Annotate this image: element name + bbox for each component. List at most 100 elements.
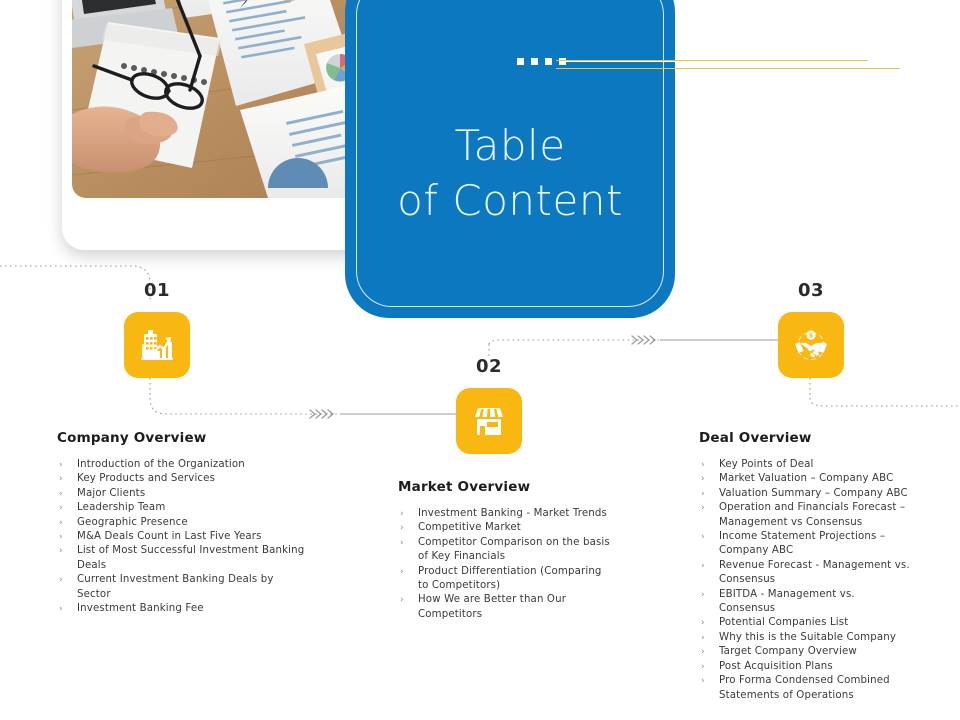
list-item-label: Market Valuation – Company ABC <box>719 473 894 485</box>
dot-3 <box>545 58 552 65</box>
list-item: › How We are Better than Our Competitors <box>398 593 613 622</box>
node-02-number: 02 <box>475 356 503 377</box>
storefront-shop-icon <box>475 408 503 435</box>
chevron-right-icon: › <box>400 509 404 519</box>
title-card-inner-outline <box>356 0 664 307</box>
chevron-right-icon: › <box>59 604 63 615</box>
list-item: › EBITDA - Management vs. Consensus <box>699 588 911 617</box>
chevron-right-icon: › <box>400 595 404 606</box>
list-item-label: Investment Banking - Market Trends <box>418 508 607 519</box>
chevron-right-icon: › <box>701 647 705 658</box>
list-item-label: Target Company Overview <box>719 646 857 658</box>
page-title: Table of Content <box>345 118 675 229</box>
list-item-label: Competitor Comparison on the basis of Ke… <box>418 536 610 563</box>
list-item-label: Geographic Presence <box>77 516 188 528</box>
chevron-right-icon: › <box>59 517 63 528</box>
section-list-deal-overview: › Key Points of Deal › Market Valuation – … <box>699 458 911 703</box>
list-item-label: M&A Deals Count in Last Five Years <box>77 531 262 543</box>
list-item: › List of Most Successful Investment Bank… <box>57 544 307 573</box>
section-heading-deal-overview: Deal Overview <box>699 430 812 446</box>
list-item: › Pro Forma Condensed Combined Statements… <box>699 674 911 703</box>
chevron-right-icon: › <box>400 523 404 534</box>
chevron-right-icon: › <box>59 546 63 557</box>
page-title-line-1: Table <box>454 121 566 170</box>
section-deal-overview: Deal Overview › Key Points of Deal › Marke… <box>699 430 911 703</box>
node-03-number: 03 <box>797 280 825 301</box>
list-item: › Target Company Overview <box>699 645 911 659</box>
chevron-right-icon: › <box>701 560 705 571</box>
list-item-label: Income Statement Projections – Company A… <box>719 531 886 557</box>
list-item: › Current Investment Banking Deals by Sec… <box>57 573 307 602</box>
node-01[interactable]: 01 <box>124 280 190 378</box>
chevron-right-icon: › <box>701 589 705 600</box>
list-item-label: Current Investment Banking Deals by Sect… <box>77 574 274 600</box>
node-02[interactable]: 02 <box>456 356 522 454</box>
list-item: › Product Differentiation (Comparing to C… <box>398 565 613 594</box>
list-item-label: Introduction of the Organization <box>77 459 245 470</box>
list-item: › Geographic Presence <box>57 516 307 530</box>
list-item: › Post Acquisition Plans <box>699 660 911 674</box>
list-item-label: How We are Better than Our Competitors <box>418 594 567 620</box>
list-item-label: Valuation Summary – Company ABC <box>719 487 908 499</box>
section-heading-market-overview: Market Overview <box>398 479 531 495</box>
list-item: › Major Clients <box>57 487 307 501</box>
chevron-right-icon: › <box>701 676 705 687</box>
title-card: Table of Content <box>345 0 680 318</box>
chevron-right-icon: › <box>701 488 705 499</box>
list-item-label: Product Differentiation (Comparing to Co… <box>418 565 602 592</box>
handshake-coin-icon: $ <box>795 330 827 361</box>
list-item-label: Competitive Market <box>418 522 521 534</box>
list-item: › Competitive Market <box>398 521 613 535</box>
accent-line-yellow-upper <box>556 60 868 62</box>
list-item-label: EBITDA - Management vs. Consensus <box>719 588 855 615</box>
chevron-right-icon: › <box>701 661 705 672</box>
list-item-label: Key Products and Services <box>77 473 216 485</box>
node-03-badge[interactable]: $ <box>778 312 844 378</box>
list-item: › Valuation Summary – Company ABC <box>699 487 911 501</box>
list-item-label: Why this is the Suitable Company <box>719 631 897 643</box>
section-list-company-overview: › Introduction of the Organization › Key P… <box>57 458 307 616</box>
section-list-market-overview: › Investment Banking - Market Trends › Com… <box>398 507 613 622</box>
chevron-right-icon: › <box>701 632 705 643</box>
list-item: › M&A Deals Count in Last Five Years <box>57 530 307 544</box>
node-01-badge[interactable] <box>124 312 190 378</box>
list-item: › Why this is the Suitable Company <box>699 631 911 645</box>
list-item-label: Leadership Team <box>77 502 166 514</box>
connector-node-01-to-node-02 <box>149 378 450 415</box>
list-item: › Competitor Comparison on the basis of K… <box>398 536 613 565</box>
list-item: › Leadership Team <box>57 501 307 515</box>
list-item-label: Potential Companies List <box>719 617 849 629</box>
chevron-arrow-icon-2 <box>631 335 657 345</box>
chevron-right-icon: › <box>59 474 63 485</box>
chevron-right-icon: › <box>701 503 705 514</box>
chevron-right-icon: › <box>701 474 705 485</box>
list-item: › Potential Companies List <box>699 616 911 630</box>
list-item-label: Key Points of Deal <box>719 459 814 470</box>
list-item-label: Post Acquisition Plans <box>719 660 833 672</box>
chevron-right-icon: › <box>701 460 705 470</box>
list-item-label: List of Most Successful Investment Banki… <box>77 545 305 571</box>
list-item-label: Major Clients <box>77 487 146 499</box>
section-company-overview: Company Overview › Introduction of the Or… <box>57 430 307 616</box>
dot-1 <box>517 58 524 65</box>
node-02-badge[interactable] <box>456 388 522 454</box>
section-heading-company-overview: Company Overview <box>57 430 207 446</box>
list-item: › Operation and Financials Forecast – Man… <box>699 501 911 530</box>
list-item-label: Operation and Financials Forecast – Mana… <box>719 502 906 528</box>
list-item: › Market Valuation – Company ABC <box>699 472 911 486</box>
chevron-right-icon: › <box>59 575 63 586</box>
node-01-number: 01 <box>143 280 171 301</box>
section-market-overview: Market Overview › Investment Banking - Ma… <box>398 479 613 622</box>
chevron-right-icon: › <box>400 537 404 548</box>
list-item-label: Pro Forma Condensed Combined Statements … <box>719 675 890 701</box>
svg-text:$: $ <box>809 332 813 339</box>
chevron-right-icon: › <box>59 503 63 514</box>
page-title-line-2: of Content <box>397 176 623 226</box>
list-item: › Key Products and Services <box>57 472 307 486</box>
list-item: › Revenue Forecast - Management vs. Conse… <box>699 559 911 588</box>
connector-node-02-to-node-03 <box>488 339 772 345</box>
node-03[interactable]: 03 $ <box>778 280 844 378</box>
list-item: › Investment Banking Fee <box>57 602 307 616</box>
list-item: › Introduction of the Organization <box>57 458 307 472</box>
